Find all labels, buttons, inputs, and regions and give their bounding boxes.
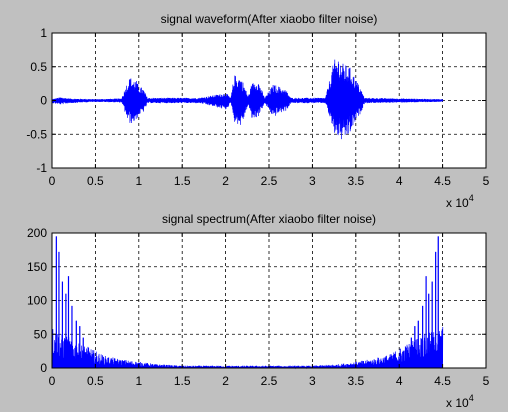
x-tick-label: 0.5 <box>87 374 104 388</box>
x-tick-label: 0 <box>49 374 56 388</box>
x-tick-label: 4.5 <box>434 174 451 188</box>
x-tick-label: 3 <box>309 374 316 388</box>
x-tick-label: 2 <box>222 374 229 388</box>
y-tick-label: 150 <box>27 260 47 274</box>
x-tick-label: 0 <box>49 174 56 188</box>
y-tick-label: 0 <box>40 361 47 375</box>
axes-2: 0 0.5 1 1.5 2 2.5 3 3.5 4 4.5 5050100150200signal … <box>27 212 490 410</box>
plots: 0 0.5 1 1.5 2 2.5 3 3.5 4 4.5 5 -1 -0.5 0 0.5 1 signal w… <box>26 12 489 410</box>
x-exponent-label: x 104 <box>446 193 474 210</box>
x-tick-label: 3.5 <box>347 174 364 188</box>
y-tick-label: 1 <box>40 26 47 40</box>
x-tick-label: 3.5 <box>347 374 364 388</box>
x-tick-label: 5 <box>483 174 490 188</box>
chart-title: signal waveform(After xiaobo filter nois… <box>161 12 378 26</box>
x-tick-label: 2 <box>222 174 229 188</box>
y-tick-label: 0.5 <box>30 60 47 74</box>
y-tick-label: 50 <box>34 327 48 341</box>
x-tick-label: 2.5 <box>261 174 278 188</box>
x-tick-label: 0.5 <box>87 174 104 188</box>
y-tick-label: -0.5 <box>26 127 47 141</box>
y-tick-label: 0 <box>40 94 47 108</box>
axes-1: 0 0.5 1 1.5 2 2.5 3 3.5 4 4.5 5 -1 -0.5 0 0.5 1 signal w… <box>26 12 489 210</box>
x-tick-label: 1.5 <box>174 374 191 388</box>
x-tick-label: 4.5 <box>434 374 451 388</box>
signal-series <box>51 59 444 140</box>
x-tick-label: 4 <box>396 374 403 388</box>
x-tick-label: 4 <box>396 174 403 188</box>
x-tick-label: 2.5 <box>261 374 278 388</box>
x-exponent-label: x 104 <box>446 393 474 410</box>
chart-title: signal spectrum(After xiaobo filter nois… <box>162 212 376 226</box>
y-tick-label: -1 <box>36 161 47 175</box>
x-tick-label: 5 <box>483 374 490 388</box>
x-tick-label: 3 <box>309 174 316 188</box>
x-tick-label: 1 <box>135 374 142 388</box>
x-tick-label: 1 <box>135 174 142 188</box>
y-tick-label: 100 <box>27 294 47 308</box>
y-tick-label: 200 <box>27 226 47 240</box>
x-tick-label: 1.5 <box>174 174 191 188</box>
